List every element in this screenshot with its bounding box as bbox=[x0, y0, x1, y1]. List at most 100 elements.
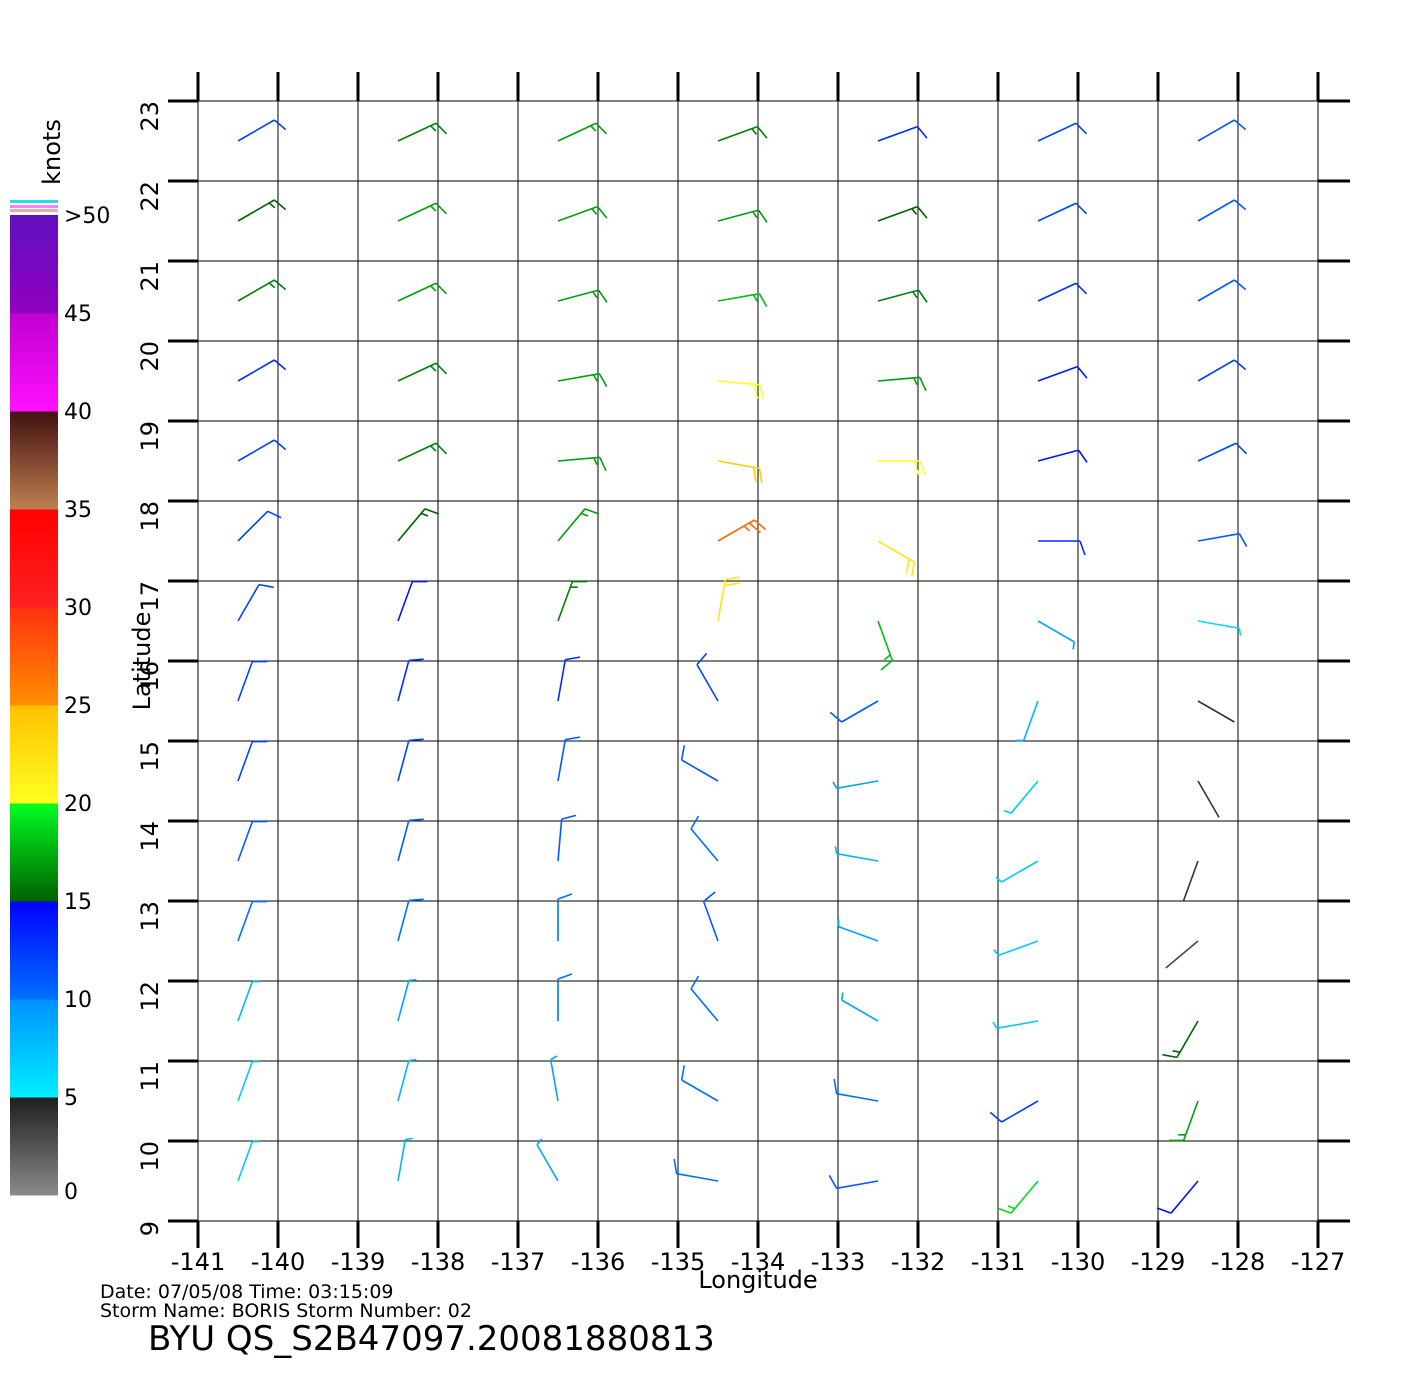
wind-barb bbox=[878, 460, 926, 476]
info-line: Storm Name: BORIS Storm Number: 02 bbox=[100, 1300, 472, 1322]
y-tick-label: 15 bbox=[136, 741, 164, 772]
wind-barb bbox=[833, 1078, 879, 1102]
wind-barb bbox=[237, 510, 282, 542]
colorbar-segment bbox=[10, 411, 58, 510]
colorbar-tick-label: 0 bbox=[64, 1180, 78, 1205]
wind-barb bbox=[717, 576, 741, 622]
wind-barb bbox=[840, 992, 879, 1022]
wind-barb bbox=[237, 439, 287, 462]
wind-barb bbox=[557, 736, 581, 782]
wind-barb bbox=[237, 820, 268, 862]
x-tick-label: -130 bbox=[1051, 1248, 1105, 1276]
colorbar-segment bbox=[10, 999, 58, 1098]
x-tick-label: -140 bbox=[251, 1248, 305, 1276]
wind-barb bbox=[557, 122, 608, 142]
colorbar-tick-label: 10 bbox=[64, 988, 92, 1013]
wind-barb bbox=[237, 199, 287, 222]
y-tick-label: 17 bbox=[136, 581, 164, 612]
wind-barb bbox=[717, 460, 763, 484]
wind-barb bbox=[1182, 860, 1199, 901]
wind-barb bbox=[877, 205, 928, 222]
wind-barb bbox=[557, 893, 573, 941]
wind-barb bbox=[696, 652, 719, 702]
wind-barb bbox=[397, 282, 448, 302]
colorbar-segment bbox=[10, 901, 58, 1000]
wind-barb bbox=[557, 656, 581, 702]
wind-barb bbox=[877, 125, 928, 142]
wind-barb bbox=[397, 442, 448, 462]
x-tick-label: -129 bbox=[1131, 1248, 1185, 1276]
wind-barb bbox=[717, 519, 767, 542]
wind-barb bbox=[397, 818, 424, 862]
y-tick-label: 20 bbox=[136, 341, 164, 372]
wind-barb bbox=[557, 580, 588, 622]
y-tick-label: 10 bbox=[136, 1141, 164, 1172]
colorbar-tick-label: >50 bbox=[64, 204, 110, 229]
wind-barb bbox=[397, 202, 448, 222]
wind-barb bbox=[557, 456, 607, 472]
wind-barb bbox=[557, 289, 608, 303]
wind-barb bbox=[1197, 279, 1247, 302]
wind-barb bbox=[680, 745, 719, 782]
x-axis-label: Longitude bbox=[698, 1266, 817, 1294]
wind-barb bbox=[557, 814, 577, 862]
wind-barb bbox=[989, 1100, 1039, 1123]
wind-barb bbox=[397, 1059, 417, 1102]
wind-barb bbox=[1165, 940, 1199, 969]
wind-barb bbox=[1197, 620, 1242, 636]
wind-barb bbox=[702, 891, 719, 942]
wind-barb bbox=[1197, 532, 1248, 548]
x-tick-label: -136 bbox=[571, 1248, 625, 1276]
wind-barb bbox=[837, 919, 879, 942]
x-tick-label: -134 bbox=[731, 1248, 785, 1276]
wind-barb bbox=[717, 209, 768, 223]
wind-barb bbox=[877, 289, 928, 303]
x-tick-label: -141 bbox=[171, 1248, 225, 1276]
colorbar-tick-label: 15 bbox=[64, 890, 92, 915]
x-tick-label: -135 bbox=[651, 1248, 705, 1276]
wind-barb bbox=[1037, 365, 1088, 382]
wind-barb bbox=[237, 1060, 260, 1102]
wind-barb bbox=[237, 740, 268, 782]
colorbar-segment bbox=[10, 215, 58, 314]
wind-barb bbox=[690, 815, 719, 862]
wind-barb bbox=[680, 1065, 719, 1102]
wind-barb bbox=[557, 372, 608, 388]
wind-barb bbox=[877, 376, 927, 392]
wind-barb bbox=[397, 580, 428, 622]
y-tick-label: 11 bbox=[136, 1061, 164, 1092]
colorbar-tick-label: 20 bbox=[64, 792, 92, 817]
colorbar-segment bbox=[10, 313, 58, 412]
y-tick-label: 14 bbox=[136, 821, 164, 852]
wind-barb bbox=[995, 860, 1039, 883]
wind-barb bbox=[549, 1055, 559, 1102]
colorbar-segment bbox=[10, 803, 58, 902]
wind-barb bbox=[237, 980, 260, 1022]
colorbar-tick-label: 40 bbox=[64, 400, 92, 425]
wind-barb bbox=[397, 658, 424, 702]
wind-barb bbox=[557, 508, 600, 542]
wind-barb bbox=[717, 380, 765, 400]
wind-barb bbox=[1197, 780, 1220, 818]
wind-barb bbox=[828, 1174, 879, 1190]
wind-barb bbox=[237, 660, 268, 702]
wind-barb bbox=[996, 1180, 1039, 1214]
wind-barb bbox=[1162, 1020, 1199, 1059]
colorbar-cap bbox=[10, 205, 58, 208]
wind-barb bbox=[397, 898, 424, 942]
wind-barb bbox=[1197, 199, 1247, 222]
wind-barb bbox=[1037, 202, 1088, 222]
wind-barb bbox=[1016, 700, 1039, 742]
y-tick-label: 19 bbox=[136, 421, 164, 452]
y-tick-label: 21 bbox=[136, 261, 164, 292]
wind-barb bbox=[557, 973, 573, 1021]
colorbar-tick-label: 30 bbox=[64, 596, 92, 621]
wind-barb bbox=[1197, 359, 1247, 382]
colorbar-segment bbox=[10, 705, 58, 804]
colorbar-segment bbox=[10, 1097, 58, 1196]
y-tick-label: 9 bbox=[136, 1221, 164, 1236]
x-tick-label: -138 bbox=[411, 1248, 465, 1276]
x-tick-label: -137 bbox=[491, 1248, 545, 1276]
y-tick-label: 22 bbox=[136, 181, 164, 212]
